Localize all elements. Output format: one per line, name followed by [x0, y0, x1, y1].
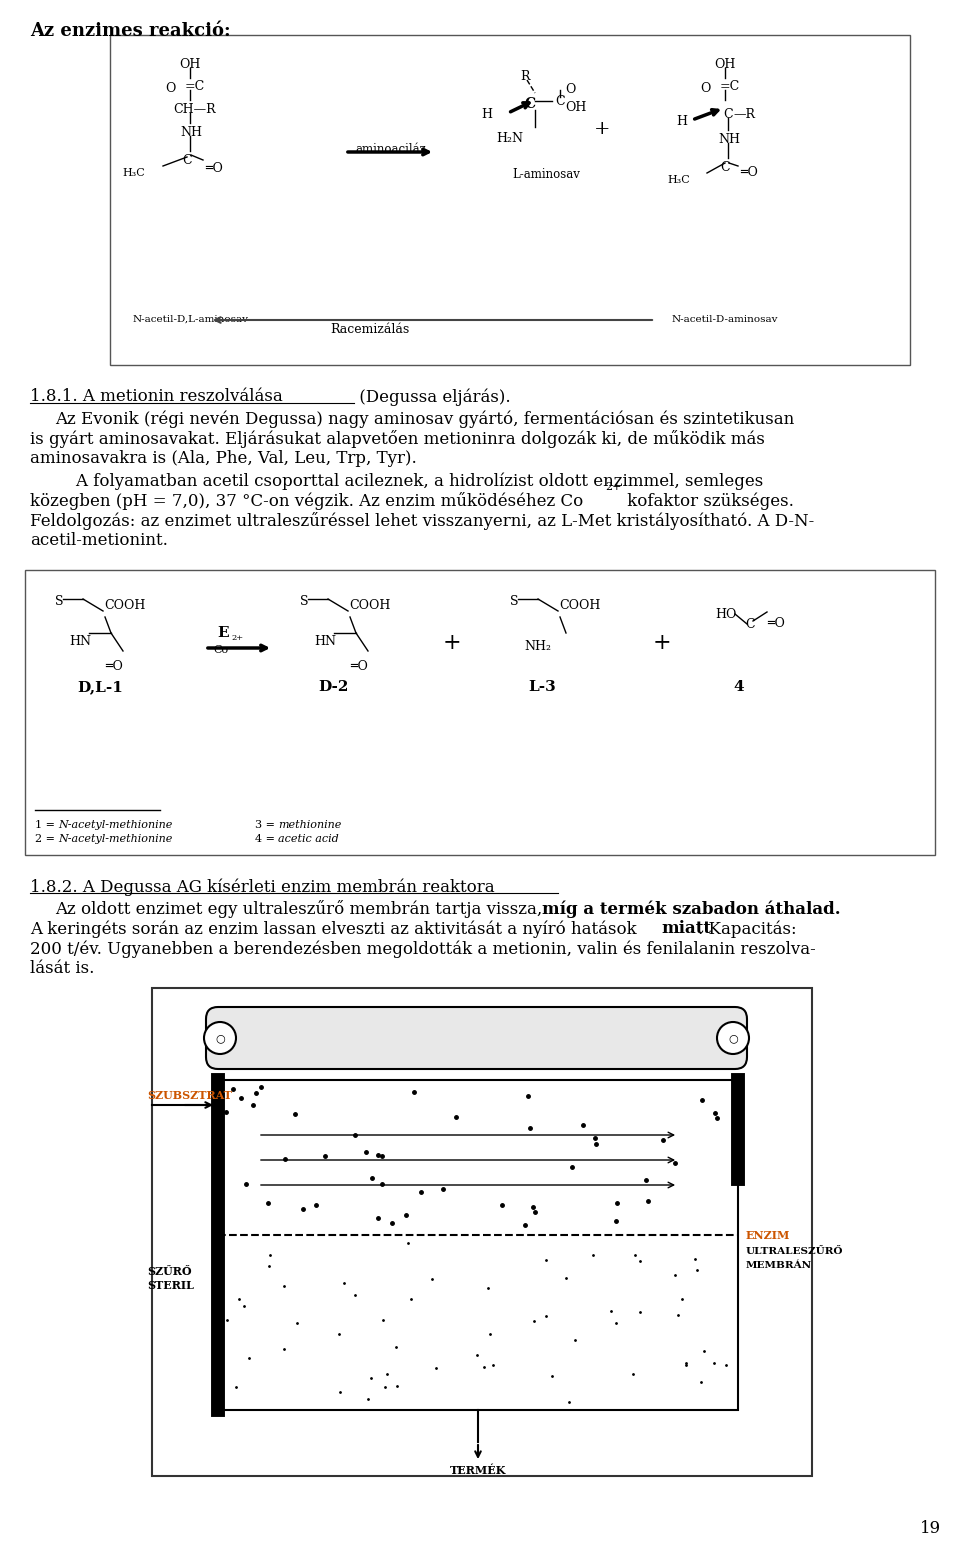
Text: +: + — [443, 632, 462, 653]
Text: C: C — [720, 160, 730, 174]
Text: ═O: ═O — [740, 166, 757, 179]
Text: 2 =: 2 = — [35, 834, 59, 844]
Text: MEMBRÁN: MEMBRÁN — [746, 1261, 812, 1270]
Text: COOH: COOH — [104, 598, 145, 612]
Text: kofaktor szükséges.: kofaktor szükséges. — [622, 492, 794, 510]
Text: S: S — [55, 595, 63, 609]
Text: 1 =: 1 = — [35, 820, 59, 831]
Text: O: O — [165, 82, 175, 96]
Text: OH: OH — [180, 59, 201, 71]
Text: 19: 19 — [920, 1519, 941, 1536]
Text: ═O: ═O — [205, 162, 223, 176]
Text: Feldolgozás: az enzimet ultraleszűréssel lehet visszanyerni, az L-Met kristályos: Feldolgozás: az enzimet ultraleszűréssel… — [30, 512, 814, 530]
Text: ○: ○ — [728, 1032, 738, 1043]
Text: SZUBSZTRAT: SZUBSZTRAT — [147, 1089, 232, 1100]
Bar — [152, 988, 812, 1476]
Text: 3 =: 3 = — [255, 820, 278, 831]
Text: 200 t/év. Ugyanebben a berendezésben megoldották a metionin, valin és fenilalani: 200 t/év. Ugyanebben a berendezésben meg… — [30, 940, 816, 957]
FancyBboxPatch shape — [206, 1006, 747, 1069]
Text: NH: NH — [180, 126, 202, 139]
Text: =C: =C — [720, 80, 740, 92]
Text: D-2: D-2 — [318, 680, 348, 693]
Text: C: C — [182, 154, 192, 166]
Text: A folyamatban acetil csoporttal acileznek, a hidrolízist oldott enzimmel, semleg: A folyamatban acetil csoporttal acilezne… — [55, 472, 763, 490]
Text: Az enzimes reakció:: Az enzimes reakció: — [30, 22, 230, 40]
Text: ═O: ═O — [767, 616, 785, 630]
Text: aminoaciláz: aminoaciláz — [355, 143, 425, 156]
Text: N-acetil-D,L-aminosav: N-acetil-D,L-aminosav — [133, 314, 249, 324]
Text: miatt: miatt — [661, 920, 711, 937]
Text: TERMÉK: TERMÉK — [450, 1465, 506, 1476]
Text: HN: HN — [69, 635, 91, 649]
Text: S: S — [300, 595, 308, 609]
Text: S: S — [510, 595, 518, 609]
Text: (Degussa eljárás).: (Degussa eljárás). — [354, 388, 511, 405]
Text: ═O: ═O — [105, 660, 123, 673]
Bar — [25, 570, 935, 855]
Text: O: O — [700, 82, 710, 96]
Text: H: H — [676, 116, 687, 128]
Text: SZŰRŐ: SZŰRŐ — [147, 1265, 192, 1276]
Text: —R: —R — [733, 108, 755, 122]
Text: H₃C: H₃C — [667, 176, 690, 185]
Text: N-acetyl-methionine: N-acetyl-methionine — [58, 820, 173, 831]
Text: COOH: COOH — [559, 598, 600, 612]
Text: H₃C: H₃C — [122, 168, 145, 179]
Text: O: O — [565, 83, 575, 96]
Text: =C: =C — [185, 80, 205, 92]
Text: ═O: ═O — [350, 660, 368, 673]
Text: H: H — [481, 108, 492, 122]
Text: ○: ○ — [215, 1032, 225, 1043]
Text: ULTRALESZŰRŐ: ULTRALESZŰRŐ — [746, 1247, 844, 1256]
Text: +: + — [653, 632, 672, 653]
Text: STERIL: STERIL — [147, 1279, 194, 1291]
Bar — [218, 1080, 738, 1410]
Text: 4 =: 4 = — [255, 834, 278, 844]
Text: D,L-1: D,L-1 — [77, 680, 123, 693]
Text: +: + — [593, 120, 611, 139]
Text: 4: 4 — [733, 680, 744, 693]
Circle shape — [717, 1022, 749, 1054]
Text: OH: OH — [565, 102, 587, 114]
Text: L-3: L-3 — [528, 680, 556, 693]
Text: HN: HN — [314, 635, 336, 649]
Text: N-acetyl-methionine: N-acetyl-methionine — [58, 834, 173, 844]
Text: R: R — [520, 69, 530, 83]
Text: közegben (pH = 7,0), 37 °C-on végzik. Az enzim működéséhez Co: közegben (pH = 7,0), 37 °C-on végzik. Az… — [30, 492, 584, 510]
Text: COOH: COOH — [349, 598, 391, 612]
Text: C: C — [555, 96, 564, 108]
Text: C: C — [723, 108, 732, 122]
Text: E: E — [217, 626, 228, 640]
Text: N-acetil-D-aminosav: N-acetil-D-aminosav — [672, 314, 779, 324]
Circle shape — [204, 1022, 236, 1054]
Text: CH—R: CH—R — [173, 103, 216, 116]
Text: 2+: 2+ — [605, 482, 621, 492]
Text: C: C — [745, 618, 755, 630]
Text: ENZIM: ENZIM — [746, 1230, 790, 1241]
Text: . Kapacitás:: . Kapacitás: — [698, 920, 797, 937]
Text: Co: Co — [213, 646, 228, 655]
Text: OH: OH — [714, 59, 735, 71]
Text: Az Evonik (régi nevén Degussa) nagy aminosav gyártó, fermentációsan és szintetik: Az Evonik (régi nevén Degussa) nagy amin… — [55, 410, 794, 427]
Text: A keringéts során az enzim lassan elveszti az aktivitását a nyíró hatások: A keringéts során az enzim lassan elvesz… — [30, 920, 642, 937]
Text: Az oldott enzimet egy ultraleszűrő membrán tartja vissza,: Az oldott enzimet egy ultraleszűrő membr… — [55, 900, 547, 918]
Text: NH: NH — [718, 133, 740, 146]
Text: NH₂: NH₂ — [524, 640, 551, 653]
Text: L-aminosav: L-aminosav — [512, 168, 580, 180]
Text: HO: HO — [715, 609, 736, 621]
Text: 1.8.1. A metionin reszolválása: 1.8.1. A metionin reszolválása — [30, 388, 283, 405]
Text: 1.8.2. A Degussa AG kísérleti enzim membrán reaktora: 1.8.2. A Degussa AG kísérleti enzim memb… — [30, 878, 494, 895]
Text: acetil-metionint.: acetil-metionint. — [30, 532, 168, 549]
Text: methionine: methionine — [278, 820, 342, 831]
Text: lását is.: lását is. — [30, 960, 94, 977]
Text: aminosavakra is (Ala, Phe, Val, Leu, Trp, Tyr).: aminosavakra is (Ala, Phe, Val, Leu, Trp… — [30, 450, 417, 467]
Text: H₂N: H₂N — [496, 133, 523, 145]
Text: C: C — [524, 97, 536, 111]
Text: is gyárt aminosavakat. Eljárásukat alapvetően metioninra dolgozák ki, de működik: is gyárt aminosavakat. Eljárásukat alapv… — [30, 430, 765, 448]
Text: acetic acid: acetic acid — [278, 834, 339, 844]
Text: 2+: 2+ — [231, 633, 243, 643]
Bar — [110, 35, 910, 365]
Text: Racemizálás: Racemizálás — [330, 324, 410, 336]
Text: míg a termék szabadon áthalad.: míg a termék szabadon áthalad. — [542, 900, 841, 917]
